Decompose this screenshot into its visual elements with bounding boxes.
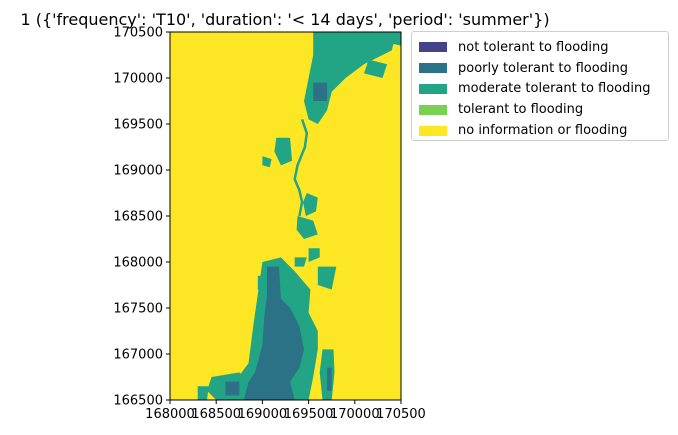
legend: not tolerant to flooding poorly tolerant… [411,31,669,141]
legend-item-tolerant: tolerant to flooding [419,99,668,120]
x-tick-label: 168000 [145,407,195,422]
legend-label: poorly tolerant to flooding [458,60,629,76]
legend-swatch [419,125,447,136]
legend-item-poorly-tolerant: poorly tolerant to flooding [419,58,668,79]
legend-label: tolerant to flooding [458,102,584,118]
raster-region-10 [317,266,337,290]
raster-region-16 [225,381,240,396]
legend-swatch [419,83,447,94]
legend-swatch [419,42,447,53]
legend-label: not tolerant to flooding [458,39,609,55]
y-tick-label: 170000 [113,72,163,87]
raster-region-4 [274,137,292,166]
legend-item-not-tolerant: not tolerant to flooding [419,37,668,58]
y-tick-label: 170500 [113,26,163,41]
raster-region-17 [197,386,209,400]
y-tick-label: 166500 [113,394,163,409]
raster-region-6 [303,193,318,216]
x-tick-label: 168500 [191,407,241,422]
raster-region-9 [294,257,307,267]
y-axis: 170500 170000 169500 169000 168500 168000 1675… [113,26,170,409]
raster-region-3 [377,32,401,46]
legend-item-no-information: no information or flooding [419,120,668,141]
stream-channel [293,118,309,217]
raster-region-12 [243,266,304,400]
y-tick-label: 169000 [113,164,163,179]
legend-label: moderate tolerant to flooding [458,81,651,97]
raster-region-7 [296,216,318,239]
legend-item-moderate-tolerant: moderate tolerant to flooding [419,79,668,100]
y-tick-label: 167000 [113,348,163,363]
x-tick-label: 170500 [376,407,426,422]
x-tick-label: 169000 [238,407,288,422]
x-tick-label: 170000 [330,407,380,422]
raster-region-14 [327,367,332,391]
y-tick-label: 168000 [113,256,163,271]
y-tick-label: 169500 [113,118,163,133]
x-tick-label: 169500 [284,407,334,422]
legend-label: no information or flooding [458,123,628,139]
legend-swatch [419,63,447,74]
raster-region-18 [257,275,267,290]
raster-region-1 [313,82,328,101]
y-tick-label: 168500 [113,210,163,225]
chart-title: 1 ({'frequency': 'T10', 'duration': '< 1… [20,10,549,29]
legend-swatch [419,104,447,115]
y-tick-label: 167500 [113,302,163,317]
raster-region-5 [262,156,272,168]
raster-region-2 [364,59,388,78]
raster-layer [197,32,401,400]
raster-region-8 [308,248,320,262]
